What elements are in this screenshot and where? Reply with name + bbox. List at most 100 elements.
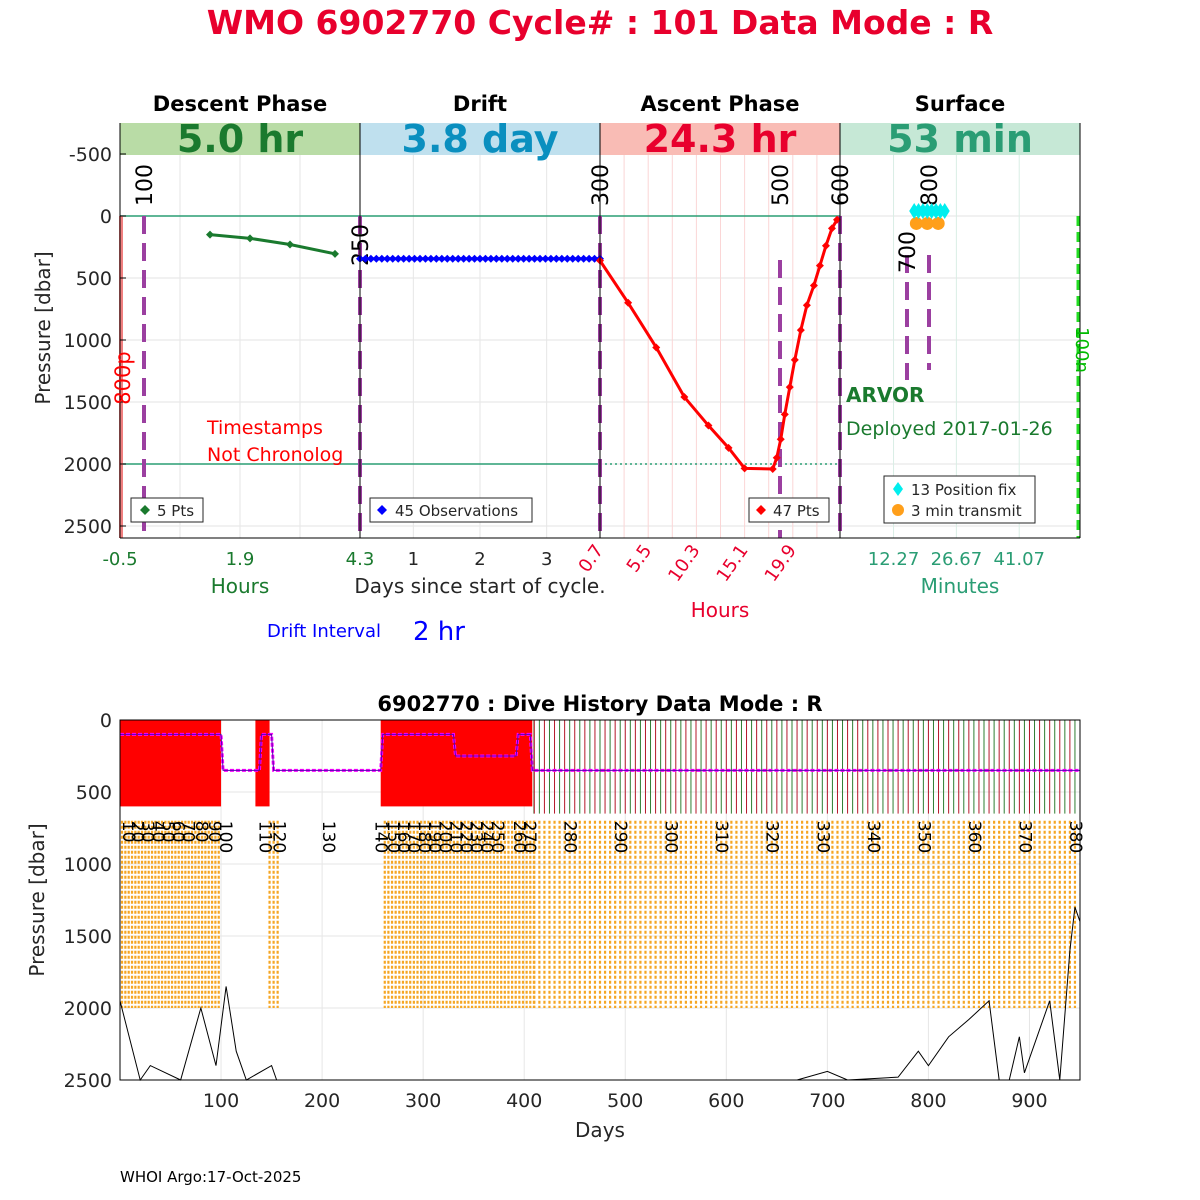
drift-x-label: Days since start of cycle. — [354, 574, 605, 598]
dive-history-title: 6902770 : Dive History Data Mode : R — [377, 692, 822, 716]
cycle-label-11: 120 — [269, 821, 289, 853]
deployed-date: Deployed 2017-01-26 — [846, 418, 1053, 440]
top-y-tick-label: 0 — [100, 206, 112, 228]
ascent-line — [598, 218, 839, 471]
drift-point-14 — [432, 254, 441, 263]
top-y-tick-label: 1500 — [64, 392, 112, 414]
legend-drift: 45 Observations — [369, 497, 533, 523]
phase-band-1 — [360, 123, 600, 155]
descent-point-3 — [331, 249, 339, 258]
ascent-x-tick-label: 10.3 — [664, 541, 704, 586]
descent-point-1 — [246, 234, 254, 243]
cycle-label-6: 70 — [178, 821, 198, 843]
history-x-tick-label: 600 — [708, 1090, 744, 1112]
phase-duration-2: 24.3 hr — [644, 117, 797, 161]
top-y-tick-label: 2500 — [64, 516, 112, 538]
history-x-tick-label: 900 — [1011, 1090, 1047, 1112]
cycle-label-7: 80 — [191, 821, 211, 843]
cycle-label-25: 260 — [509, 821, 529, 853]
history-y-tick-label: 0 — [100, 710, 112, 732]
drift-point-12 — [421, 254, 430, 263]
phase-band-2 — [600, 123, 840, 155]
legend-drift-label: 45 Observations — [395, 502, 518, 520]
ascent-x-tick-label: 15.1 — [713, 541, 753, 586]
fix-point-7 — [939, 203, 950, 220]
drift-point-21 — [470, 254, 479, 263]
cycle-label-35: 360 — [964, 821, 984, 853]
side-label-right: 100n — [1071, 327, 1092, 373]
drift-point-4 — [377, 254, 386, 263]
cycle-label-20: 210 — [445, 821, 465, 853]
phase-title-3: Surface — [915, 92, 1005, 116]
legend-fix-marker — [893, 482, 903, 496]
legend-ascent-marker — [756, 505, 766, 515]
phase-bands — [120, 123, 1080, 155]
warning-line-2: Not Chronolog — [207, 444, 343, 466]
drift-point-11 — [416, 254, 424, 263]
cycle-label-22: 230 — [466, 821, 486, 853]
history-y-tick-label: 500 — [76, 782, 112, 804]
drift-interval-value: 2 hr — [413, 617, 465, 647]
history-y-tick-label: 2000 — [64, 998, 112, 1020]
profile-series — [206, 203, 950, 473]
drift-point-41 — [579, 254, 588, 263]
cycle-label-21: 220 — [456, 821, 476, 853]
marker-label-4: 600 — [829, 164, 854, 206]
drift-point-7 — [394, 254, 403, 263]
ascent-point-1 — [624, 298, 633, 307]
drift-point-40 — [574, 254, 583, 263]
drift-point-15 — [437, 254, 446, 263]
cycle-label-13: 140 — [371, 821, 391, 853]
ascent-x-tick-label: 5.5 — [623, 541, 657, 577]
ascent-point-7 — [768, 464, 777, 473]
drift-x-tick-label: 1 — [408, 549, 419, 570]
cycle-label-16: 170 — [403, 821, 423, 853]
dive-history-x-label: Days — [575, 1118, 625, 1142]
marker-label-3: 500 — [769, 164, 794, 206]
descent-x-tick-label: -0.5 — [102, 549, 137, 570]
descent-point-0 — [206, 230, 214, 239]
drift-point-23 — [481, 254, 490, 263]
history-x-tick-label: 100 — [203, 1090, 239, 1112]
top-y-tick-label: 500 — [76, 268, 112, 290]
ascent-x-tick-label: 19.9 — [761, 541, 801, 586]
drift-point-27 — [503, 254, 512, 263]
legend-transmit-label: 3 min transmit — [911, 502, 1022, 520]
drift-point-3 — [372, 254, 381, 263]
drift-point-39 — [568, 254, 577, 263]
history-x-tick-label: 500 — [607, 1090, 643, 1112]
ascent-point-16 — [815, 261, 824, 270]
descent-x-tick-label: 4.3 — [346, 549, 375, 570]
ascent-point-17 — [821, 241, 830, 250]
ascent-point-2 — [652, 343, 661, 352]
history-x-tick-label: 300 — [405, 1090, 441, 1112]
drift-point-36 — [552, 254, 561, 263]
phase-band-3 — [840, 123, 1080, 155]
legend-transmit-marker — [892, 504, 904, 516]
phase-title-0: Descent Phase — [153, 92, 327, 116]
legend-descent-marker — [140, 505, 150, 515]
cycle-label-0: 10 — [118, 821, 138, 843]
ascent-point-12 — [790, 355, 799, 364]
descent-x-tick-label: 1.9 — [226, 549, 255, 570]
cycle-label-26: 270 — [519, 821, 539, 853]
ascent-point-10 — [780, 410, 789, 419]
drift-point-2 — [366, 254, 375, 263]
top-y-tick-label: 1000 — [64, 330, 112, 352]
history-y-tick-label: 1000 — [64, 854, 112, 876]
figure-title: WMO 6902770 Cycle# : 101 Data Mode : R — [207, 3, 993, 42]
top-y-tick-label: -500 — [69, 144, 112, 166]
history-x-tick-label: 200 — [304, 1090, 340, 1112]
phase-title-1: Drift — [453, 92, 507, 116]
drift-point-35 — [546, 254, 555, 263]
legend-ascent: 47 Pts — [748, 497, 830, 523]
cycle-label-17: 180 — [414, 821, 434, 853]
legend-descent-label: 5 Pts — [157, 502, 194, 520]
drift-point-16 — [443, 254, 452, 263]
side-label-left: 800p — [111, 351, 135, 404]
legend-descent: 5 Pts — [130, 497, 204, 523]
ascent-point-14 — [802, 301, 811, 310]
drift-x-tick-label: 3 — [541, 549, 552, 570]
